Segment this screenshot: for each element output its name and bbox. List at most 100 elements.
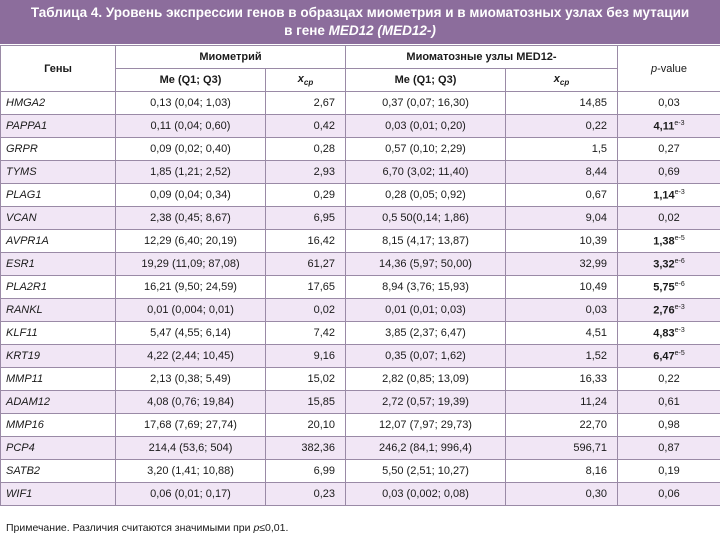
gene-cell: PLA2R1 [0,275,116,299]
gene-cell: HMGA2 [0,91,116,115]
myo-x-cell: 382,36 [265,436,346,460]
nod-me-cell: 0,5 50(0,14; 1,86) [345,206,506,230]
pvalue-cell: 0,69 [617,160,720,184]
nod-x-cell: 22,70 [505,413,618,437]
gene-cell: VCAN [0,206,116,230]
myo-me-cell: 5,47 (4,55; 6,14) [115,321,266,345]
pvalue-exponent: e-3 [674,188,685,196]
nod-me-cell: 0,01 (0,01; 0,03) [345,298,506,322]
header-myo-me: Me (Q1; Q3) [115,68,266,92]
pvalue-number: 0,06 [658,488,680,500]
myo-me-cell: 0,06 (0,01; 0,17) [115,482,266,506]
myo-x-cell: 17,65 [265,275,346,299]
nod-x-cell: 596,71 [505,436,618,460]
header-nod-me: Me (Q1; Q3) [345,68,506,92]
header-genes: Гены [0,45,116,92]
myo-me-cell: 17,68 (7,69; 27,74) [115,413,266,437]
nod-me-cell: 6,70 (3,02; 11,40) [345,160,506,184]
table-row: VCAN 2,38 (0,45; 8,67) 6,95 0,5 50(0,14; 1,… [0,206,720,230]
myo-me-cell: 4,22 (2,44; 10,45) [115,344,266,368]
pvalue-number: 0,19 [658,465,680,477]
nod-me-cell: 0,28 (0,05; 0,92) [345,183,506,207]
myo-x-cell: 9,16 [265,344,346,368]
nod-x-cell: 0,67 [505,183,618,207]
myo-me-cell: 0,09 (0,02; 0,40) [115,137,266,161]
nod-me-cell: 246,2 (84,1; 996,4) [345,436,506,460]
table-title: Таблица 4. Уровень экспрессии генов в об… [0,0,720,44]
nod-me-cell: 14,36 (5,97; 50,00) [345,252,506,276]
myo-x-cell: 2,67 [265,91,346,115]
gene-cell: ESR1 [0,252,116,276]
gene-cell: SATB2 [0,459,116,483]
gene-cell: PCP4 [0,436,116,460]
pvalue-number: 0,27 [658,143,680,155]
title-line-1: Таблица 4. Уровень экспрессии генов в об… [30,5,690,20]
gene-cell: TYMS [0,160,116,184]
nod-x-cell: 9,04 [505,206,618,230]
myo-x-cell: 6,95 [265,206,346,230]
myo-me-cell: 1,85 (1,21; 2,52) [115,160,266,184]
table-row: WIF1 0,06 (0,01; 0,17) 0,23 0,03 (0,002; 0,… [0,482,720,506]
myo-me-cell: 214,4 (53,6; 504) [115,436,266,460]
pvalue-exponent: e-3 [674,326,685,334]
table-row: TYMS 1,85 (1,21; 2,52) 2,93 6,70 (3,02; 11,… [0,160,720,184]
pvalue-number: 1,38 [653,235,675,248]
table-row: PLA2R1 16,21 (9,50; 24,59) 17,65 8,94 (3,76… [0,275,720,299]
pvalue-exponent: e-3 [674,303,685,311]
pvalue-number: 4,11 [653,120,675,133]
pvalue-cell: 0,06 [617,482,720,506]
myo-me-cell: 0,01 (0,004; 0,01) [115,298,266,322]
table-row: PAPPA1 0,11 (0,04; 0,60) 0,42 0,03 (0,01; 0… [0,114,720,138]
myo-x-cell: 0,02 [265,298,346,322]
pvalue-number: 5,75 [653,281,675,294]
nod-x-cell: 10,49 [505,275,618,299]
nod-x-cell: 8,16 [505,459,618,483]
myo-me-cell: 3,20 (1,41; 10,88) [115,459,266,483]
table-row: MMP11 2,13 (0,38; 5,49) 15,02 2,82 (0,85; 1… [0,367,720,391]
pvalue-number: 3,32 [653,258,675,271]
nod-me-cell: 8,94 (3,76; 15,93) [345,275,506,299]
pvalue-cell: 3,32e-6 [617,252,720,276]
table-row: GRPR 0,09 (0,02; 0,40) 0,28 0,57 (0,10; 2,2… [0,137,720,161]
myo-x-cell: 0,23 [265,482,346,506]
title-line-2: в гене MED12 (MED12-) [284,23,436,38]
nod-me-cell: 2,82 (0,85; 13,09) [345,367,506,391]
footnote: Примечание. Различия считаются значимыми… [6,522,289,534]
pvalue-exponent: e-5 [674,234,685,242]
pvalue-cell: 1,38e-5 [617,229,720,253]
myo-x-cell: 2,93 [265,160,346,184]
nod-me-cell: 0,03 (0,01; 0,20) [345,114,506,138]
nod-me-cell: 0,35 (0,07; 1,62) [345,344,506,368]
pvalue-number: 0,61 [658,396,680,408]
gene-cell: PLAG1 [0,183,116,207]
pvalue-cell: 4,11e-3 [617,114,720,138]
myo-me-cell: 19,29 (11,09; 87,08) [115,252,266,276]
nod-x-cell: 0,30 [505,482,618,506]
myo-x-cell: 0,29 [265,183,346,207]
nod-me-cell: 0,03 (0,002; 0,08) [345,482,506,506]
table-row: PCP4 214,4 (53,6; 504) 382,36 246,2 (84,1; … [0,436,720,460]
myo-x-cell: 16,42 [265,229,346,253]
gene-cell: PAPPA1 [0,114,116,138]
gene-cell: MMP16 [0,413,116,437]
header-nod-x: xср [505,68,618,92]
myo-me-cell: 0,13 (0,04; 1,03) [115,91,266,115]
nod-x-cell: 14,85 [505,91,618,115]
nod-me-cell: 8,15 (4,17; 13,87) [345,229,506,253]
pvalue-cell: 0,03 [617,91,720,115]
table-body: HMGA2 0,13 (0,04; 1,03) 2,67 0,37 (0,07; 16… [0,91,720,506]
table-row: ESR1 19,29 (11,09; 87,08) 61,27 14,36 (5,97… [0,252,720,276]
myo-me-cell: 0,09 (0,04; 0,34) [115,183,266,207]
table-row: PLAG1 0,09 (0,04; 0,34) 0,29 0,28 (0,05; 0,… [0,183,720,207]
nod-x-cell: 11,24 [505,390,618,414]
pvalue-number: 0,22 [658,373,680,385]
pvalue-cell: 0,02 [617,206,720,230]
myo-x-cell: 15,85 [265,390,346,414]
myo-me-cell: 12,29 (6,40; 20,19) [115,229,266,253]
table-row: AVPR1A 12,29 (6,40; 20,19) 16,42 8,15 (4,17… [0,229,720,253]
pvalue-cell: 0,61 [617,390,720,414]
table-row: KLF11 5,47 (4,55; 6,14) 7,42 3,85 (2,37; 6,… [0,321,720,345]
pvalue-cell: 0,19 [617,459,720,483]
pvalue-exponent: e-3 [674,119,685,127]
nod-x-cell: 1,52 [505,344,618,368]
